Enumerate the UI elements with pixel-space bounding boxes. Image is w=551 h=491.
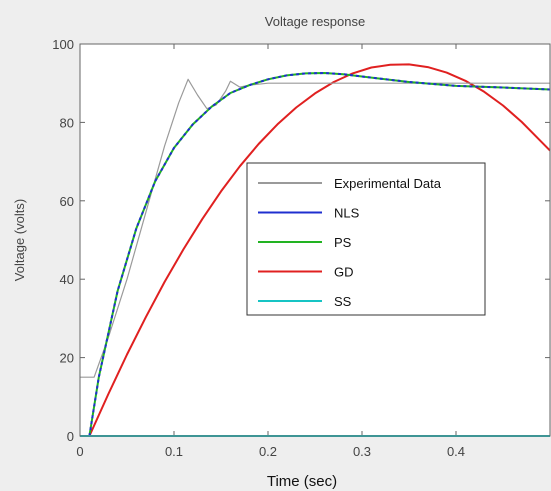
series-line-experimental-data	[80, 78, 550, 378]
plot-frame	[79, 43, 551, 437]
legend-label: PS	[334, 235, 352, 250]
y-tick-label: 60	[60, 194, 74, 209]
series-line-gd	[88, 63, 551, 437]
legend-box	[246, 162, 486, 316]
legend-label: Experimental Data	[334, 176, 442, 191]
y-tick-label: 80	[60, 115, 74, 130]
y-tick-label: 0	[67, 429, 74, 444]
x-tick-label: 0	[76, 444, 83, 459]
axis-ticks: 0 0.1 0.2 0.3 0.4 0 20 40 60 80 100	[52, 37, 550, 459]
y-axis-label: Voltage (volts)	[12, 199, 27, 281]
legend-label: GD	[334, 265, 354, 280]
legend-label: NLS	[334, 206, 360, 221]
series-line-ps	[88, 72, 551, 437]
chart-title: Voltage response	[265, 14, 365, 29]
y-tick-label: 100	[52, 37, 74, 52]
y-tick-label: 40	[60, 272, 74, 287]
x-tick-label: 0.3	[353, 444, 371, 459]
y-tick-label: 20	[60, 351, 74, 366]
x-axis-label: Time (sec)	[267, 473, 337, 490]
legend: Experimental Data NLS PS GD SS	[246, 162, 486, 316]
x-tick-label: 0.4	[447, 444, 465, 459]
x-tick-label: 0.2	[259, 444, 277, 459]
x-tick-label: 0.1	[165, 444, 183, 459]
legend-label: SS	[334, 294, 352, 309]
